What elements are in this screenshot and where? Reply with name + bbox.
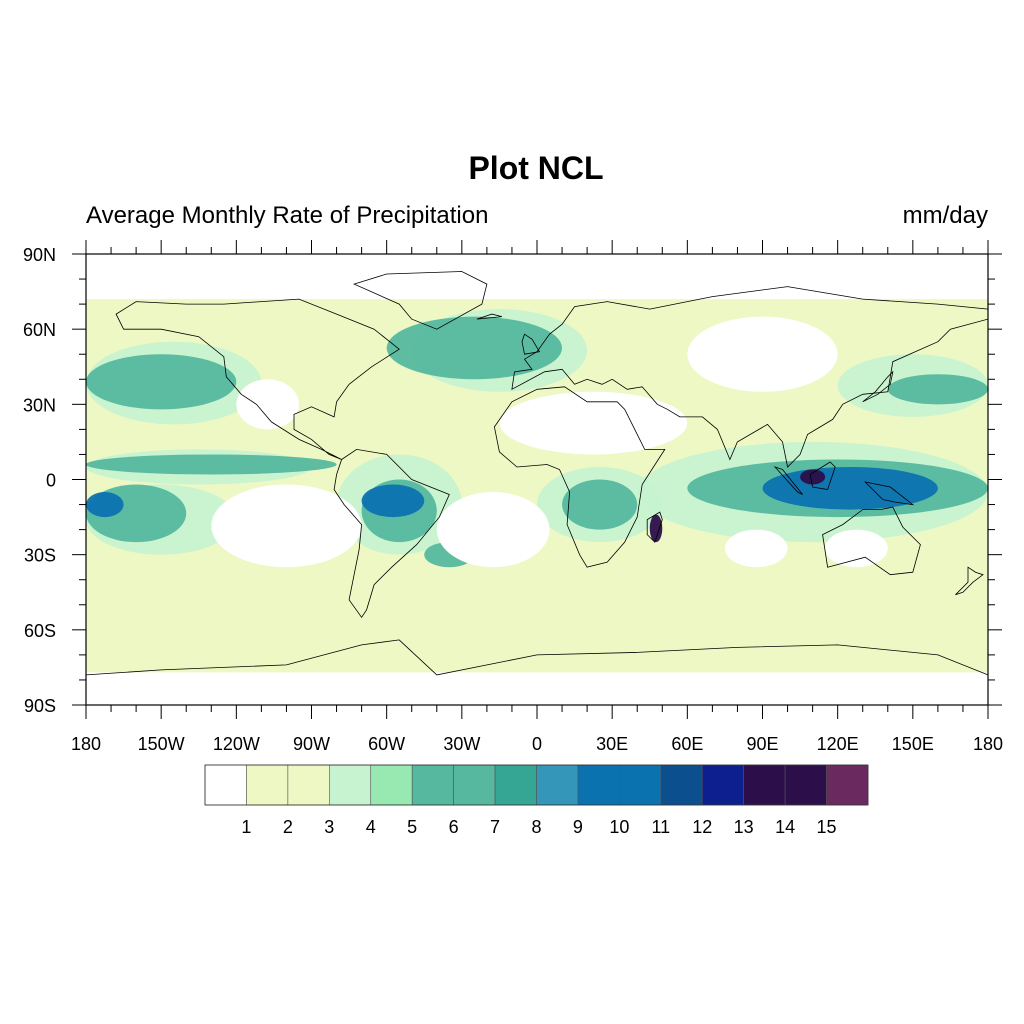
precipitation-fills — [85, 254, 989, 705]
precip-region-6-8-3 — [85, 454, 337, 475]
dry-region-5 — [724, 529, 788, 568]
coastline-greenland — [352, 271, 488, 330]
precip-region-9-12-2 — [86, 492, 124, 518]
coastline-new-zealand — [955, 566, 984, 596]
lon-tick-label: 90E — [746, 734, 778, 754]
coastline-north-america — [115, 298, 400, 460]
map-axis-tick-labels: 180 150W 120W 90W 60W 30W 0 30E 60E 90E 120E 150E 18… — [23, 245, 1003, 754]
coastline-madagascar — [646, 511, 663, 543]
coastline-new-guinea — [863, 481, 915, 506]
lon-tick-label: 180 — [71, 734, 101, 754]
lon-tick-label: 60E — [671, 734, 703, 754]
lon-tick-label: 60W — [368, 734, 405, 754]
lon-tick-label: 150E — [892, 734, 934, 754]
left-subtitle: Average Monthly Rate of Precipitation — [86, 202, 489, 229]
precip-region-6-8-0 — [86, 354, 237, 410]
lon-tick-label: 90W — [293, 734, 330, 754]
lon-tick-label: 150W — [138, 734, 185, 754]
lat-tick-label: 60N — [23, 320, 56, 340]
dry-region-1 — [436, 492, 550, 568]
precip-region-6-8-8 — [562, 479, 638, 530]
coastline-europe-asia — [511, 286, 989, 468]
coastline-australia — [822, 506, 921, 576]
coastline-south-america — [333, 448, 450, 619]
dry-region-0 — [211, 484, 362, 568]
dry-band-7 — [86, 672, 988, 705]
lat-tick-label: 0 — [46, 471, 56, 491]
coastline-iceland — [476, 313, 502, 320]
coastline-africa — [493, 386, 666, 568]
coastline-sumatra — [773, 466, 803, 495]
lon-tick-label: 0 — [532, 734, 542, 754]
plot-title: Plot NCL — [468, 150, 604, 186]
lat-tick-label: 90N — [23, 245, 56, 265]
coastline-japan — [862, 370, 894, 403]
precip-region-9-12-0 — [361, 484, 425, 518]
dry-region-3 — [687, 316, 838, 392]
coastline-borneo — [809, 461, 836, 490]
lon-tick-label: 120W — [213, 734, 260, 754]
lat-tick-label: 30S — [24, 546, 56, 566]
dry-region-2 — [499, 391, 688, 455]
lat-tick-label: 30N — [23, 395, 56, 415]
precip-region-13-15-1 — [800, 469, 826, 485]
lon-tick-label: 180 — [973, 734, 1003, 754]
lon-tick-label: 30W — [443, 734, 480, 754]
lat-tick-label: 60S — [24, 621, 56, 641]
coastline-british-isles — [521, 333, 541, 355]
lat-tick-label: 90S — [24, 696, 56, 716]
lon-tick-label: 120E — [817, 734, 859, 754]
units-label: mm/day — [902, 202, 988, 229]
map-axis-ticks — [72, 240, 1002, 719]
dry-region-4 — [236, 379, 299, 430]
dry-band-8 — [86, 254, 988, 300]
dry-region-6 — [825, 529, 888, 568]
precip-region-6-8-1 — [386, 316, 563, 380]
lon-tick-label: 30E — [596, 734, 628, 754]
precip-region-13-15-0 — [649, 514, 663, 543]
precip-region-6-8-2 — [887, 374, 989, 405]
